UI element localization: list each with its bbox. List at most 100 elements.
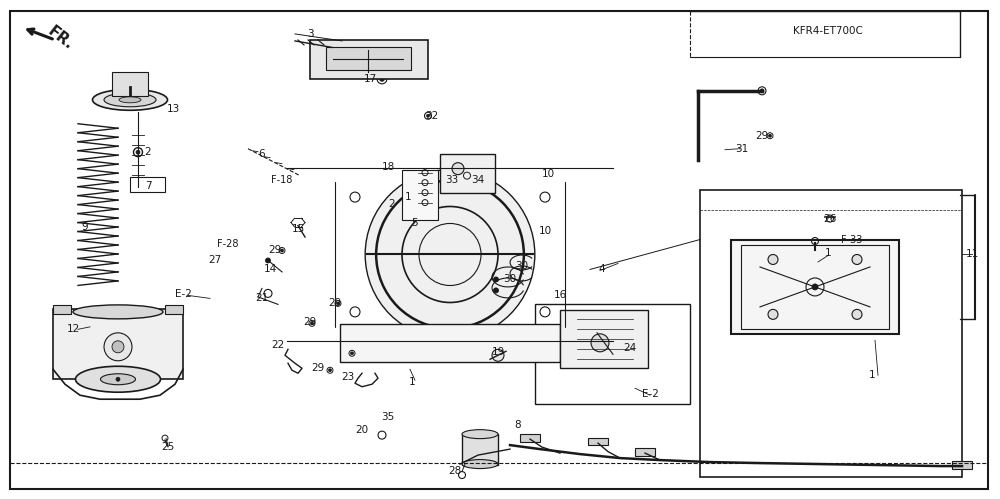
Circle shape — [337, 302, 339, 305]
Bar — [165, 305, 183, 314]
Circle shape — [591, 334, 609, 352]
Bar — [560, 310, 648, 368]
Bar — [635, 448, 655, 456]
Text: 35: 35 — [381, 412, 395, 422]
Text: 23: 23 — [341, 372, 355, 382]
Text: 1: 1 — [409, 377, 415, 387]
Text: 10: 10 — [541, 169, 555, 179]
Text: 5: 5 — [412, 218, 418, 228]
Text: F-28: F-28 — [217, 239, 239, 249]
Circle shape — [365, 170, 535, 339]
Circle shape — [812, 284, 818, 290]
Text: 29: 29 — [303, 317, 317, 327]
Text: 7: 7 — [145, 181, 151, 191]
Text: 14: 14 — [263, 264, 277, 274]
Text: 9: 9 — [82, 222, 88, 232]
Text: 16: 16 — [553, 290, 567, 300]
Text: FR.: FR. — [44, 23, 76, 52]
Circle shape — [116, 377, 120, 381]
Circle shape — [492, 349, 504, 361]
Text: 12: 12 — [66, 324, 80, 334]
Ellipse shape — [100, 374, 136, 385]
Text: 25: 25 — [161, 442, 175, 452]
Bar — [741, 245, 889, 329]
Text: 6: 6 — [259, 149, 265, 159]
Circle shape — [760, 89, 764, 93]
Text: 13: 13 — [166, 104, 180, 114]
Circle shape — [136, 150, 140, 154]
Bar — [340, 324, 560, 362]
Text: 1: 1 — [869, 370, 875, 380]
Text: 4: 4 — [599, 264, 605, 274]
Text: 21: 21 — [255, 293, 269, 303]
Text: 32: 32 — [425, 111, 439, 121]
Text: 26: 26 — [823, 214, 837, 224]
Text: 29: 29 — [328, 298, 342, 308]
Bar — [462, 434, 498, 465]
Text: E-2: E-2 — [175, 289, 191, 299]
Circle shape — [329, 369, 331, 372]
Circle shape — [112, 341, 124, 353]
Circle shape — [768, 309, 778, 319]
Text: 10: 10 — [538, 226, 552, 236]
Text: 18: 18 — [381, 162, 395, 172]
Circle shape — [852, 309, 862, 319]
Bar — [130, 177, 165, 192]
Bar — [310, 40, 428, 79]
Bar — [326, 47, 411, 70]
Circle shape — [494, 288, 498, 293]
Ellipse shape — [462, 430, 498, 439]
Circle shape — [380, 76, 384, 81]
Text: 30: 30 — [515, 261, 529, 271]
Bar — [700, 190, 962, 477]
Bar — [535, 304, 690, 404]
Text: 28: 28 — [448, 466, 462, 476]
Text: 22: 22 — [271, 340, 285, 350]
Circle shape — [852, 254, 862, 264]
Text: 29: 29 — [755, 131, 769, 141]
Text: 29: 29 — [268, 246, 282, 255]
Circle shape — [266, 258, 270, 263]
Text: 17: 17 — [363, 74, 377, 84]
Circle shape — [769, 134, 771, 137]
Ellipse shape — [462, 460, 498, 469]
Circle shape — [351, 352, 353, 355]
Ellipse shape — [92, 89, 168, 110]
Text: 1: 1 — [825, 249, 831, 258]
Circle shape — [768, 254, 778, 264]
Bar — [402, 170, 438, 220]
Text: F-33: F-33 — [841, 235, 863, 245]
Text: 2: 2 — [389, 199, 395, 209]
Text: 3: 3 — [307, 29, 313, 39]
Circle shape — [427, 114, 429, 117]
Bar — [53, 305, 71, 314]
Text: E-2: E-2 — [642, 389, 658, 399]
Ellipse shape — [76, 366, 160, 392]
Circle shape — [104, 333, 132, 361]
Bar — [440, 154, 495, 193]
Circle shape — [311, 322, 313, 325]
Ellipse shape — [104, 93, 156, 107]
Text: 29: 29 — [311, 363, 325, 373]
Text: 1: 1 — [405, 192, 411, 202]
Text: 33: 33 — [445, 175, 459, 185]
Bar — [112, 72, 148, 96]
Circle shape — [281, 249, 283, 252]
Text: KFR4-ET700C: KFR4-ET700C — [793, 26, 863, 36]
Ellipse shape — [119, 97, 141, 103]
Text: 27: 27 — [208, 255, 222, 265]
Bar — [731, 240, 899, 334]
Circle shape — [452, 163, 464, 175]
Text: 24: 24 — [623, 343, 637, 353]
Text: 34: 34 — [471, 175, 485, 185]
Circle shape — [494, 277, 498, 282]
Bar — [588, 438, 608, 445]
Text: 15: 15 — [291, 224, 305, 234]
Text: 8: 8 — [515, 420, 521, 430]
Text: F-18: F-18 — [271, 175, 293, 185]
Text: 30: 30 — [503, 274, 517, 284]
Bar — [520, 434, 540, 442]
Text: 19: 19 — [491, 347, 505, 357]
Text: 2: 2 — [145, 147, 151, 157]
Text: 31: 31 — [735, 144, 749, 154]
